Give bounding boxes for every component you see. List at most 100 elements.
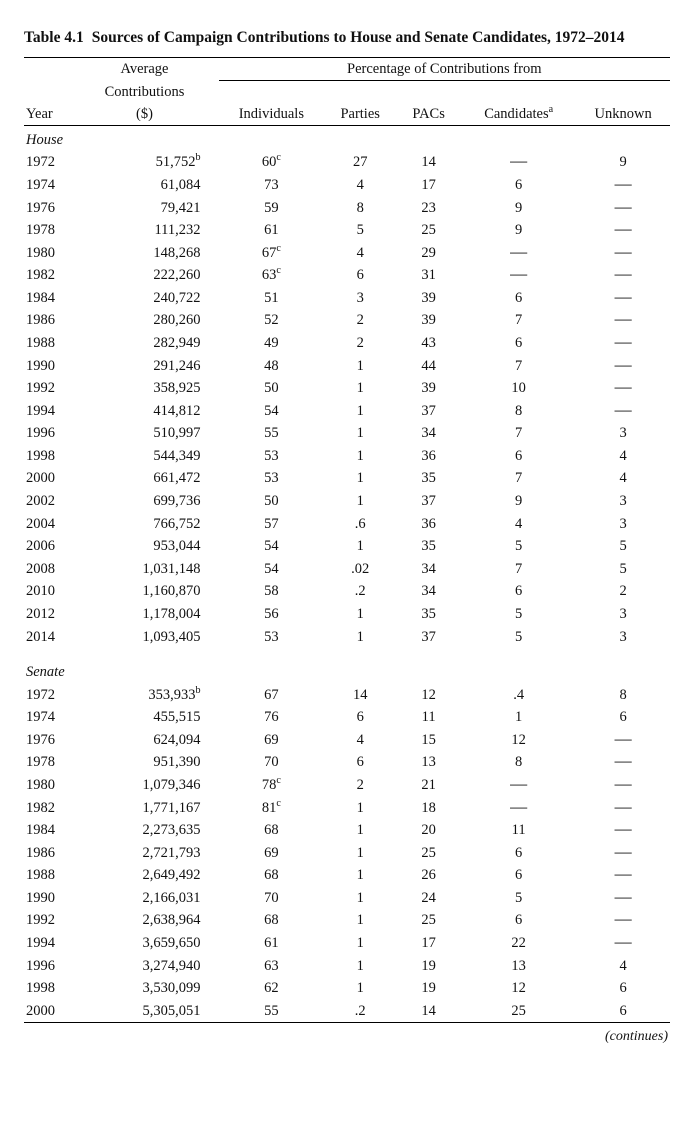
cell-pacs: 34 (396, 580, 461, 603)
cell-pacs: 37 (396, 490, 461, 513)
contributions-table: Average Percentage of Contributions from… (24, 57, 670, 1023)
cell-unknown: — (576, 377, 670, 400)
cell-pacs: 20 (396, 819, 461, 842)
cell-parties: 6 (324, 264, 396, 287)
cell-individuals: 55 (219, 422, 325, 445)
cell-parties: .2 (324, 1000, 396, 1023)
cell-individuals: 69 (219, 729, 325, 752)
cell-pacs: 17 (396, 174, 461, 197)
cell-candidates: 6 (461, 909, 576, 932)
cell-year: 1992 (24, 909, 86, 932)
cell-parties: 1 (324, 535, 396, 558)
cell-year: 1974 (24, 174, 86, 197)
cell-parties: 8 (324, 197, 396, 220)
cell-parties: 1 (324, 355, 396, 378)
cell-pacs: 23 (396, 197, 461, 220)
table-row: 19882,649,492681266— (24, 864, 670, 887)
cell-candidates: — (461, 264, 576, 287)
cell-candidates: .4 (461, 684, 576, 707)
table-row: 197461,084734176— (24, 174, 670, 197)
cell-individuals: 51 (219, 287, 325, 310)
cell-year: 1986 (24, 842, 86, 865)
cell-year: 2014 (24, 626, 86, 649)
hdr-parties: Parties (324, 103, 396, 126)
cell-avg: 544,349 (86, 445, 218, 468)
cell-pacs: 25 (396, 219, 461, 242)
cell-parties: 1 (324, 842, 396, 865)
cell-avg: 3,530,099 (86, 977, 218, 1000)
cell-avg: 148,268 (86, 242, 218, 265)
table-row: 19801,079,34678c221—— (24, 774, 670, 797)
hdr-pacs: PACs (396, 103, 461, 126)
table-row: 1986280,260522397— (24, 309, 670, 332)
cell-individuals: 70 (219, 887, 325, 910)
cell-unknown: — (576, 932, 670, 955)
table-row: 2006953,0445413555 (24, 535, 670, 558)
cell-unknown: 4 (576, 445, 670, 468)
cell-pacs: 36 (396, 445, 461, 468)
cell-unknown: 3 (576, 603, 670, 626)
cell-parties: 3 (324, 287, 396, 310)
cell-candidates: 11 (461, 819, 576, 842)
cell-year: 1986 (24, 309, 86, 332)
cell-pacs: 39 (396, 377, 461, 400)
cell-individuals: 53 (219, 445, 325, 468)
table-row: 20101,160,87058.23462 (24, 580, 670, 603)
cell-year: 1978 (24, 751, 86, 774)
cell-candidates: — (461, 797, 576, 820)
cell-candidates: — (461, 774, 576, 797)
cell-avg: 1,178,004 (86, 603, 218, 626)
cell-pacs: 13 (396, 751, 461, 774)
cell-individuals: 68 (219, 864, 325, 887)
cell-parties: 1 (324, 932, 396, 955)
cell-pacs: 37 (396, 400, 461, 423)
cell-year: 1996 (24, 955, 86, 978)
cell-parties: 1 (324, 864, 396, 887)
cell-candidates: 4 (461, 513, 576, 536)
cell-pacs: 21 (396, 774, 461, 797)
table-row: 2004766,75257.63643 (24, 513, 670, 536)
table-number: Table 4.1 (24, 28, 92, 49)
cell-unknown: — (576, 400, 670, 423)
cell-year: 1980 (24, 242, 86, 265)
table-row: 1976624,0946941512— (24, 729, 670, 752)
cell-candidates: 6 (461, 287, 576, 310)
cell-pacs: 44 (396, 355, 461, 378)
table-row: 20141,093,4055313753 (24, 626, 670, 649)
cell-pacs: 26 (396, 864, 461, 887)
cell-parties: 1 (324, 797, 396, 820)
cell-pacs: 14 (396, 1000, 461, 1023)
table-row: 19821,771,16781c118—— (24, 797, 670, 820)
cell-candidates: 8 (461, 400, 576, 423)
cell-avg: 5,305,051 (86, 1000, 218, 1023)
cell-parties: 1 (324, 887, 396, 910)
cell-parties: 4 (324, 174, 396, 197)
cell-individuals: 50 (219, 377, 325, 400)
cell-individuals: 81c (219, 797, 325, 820)
cell-individuals: 69 (219, 842, 325, 865)
cell-individuals: 68 (219, 909, 325, 932)
cell-unknown: 5 (576, 558, 670, 581)
cell-individuals: 56 (219, 603, 325, 626)
cell-parties: 14 (324, 684, 396, 707)
cell-unknown: 2 (576, 580, 670, 603)
cell-candidates: 5 (461, 626, 576, 649)
cell-year: 1988 (24, 864, 86, 887)
cell-candidates: 1 (461, 706, 576, 729)
cell-parties: 1 (324, 977, 396, 1000)
cell-candidates: 7 (461, 558, 576, 581)
cell-avg: 1,093,405 (86, 626, 218, 649)
cell-individuals: 62 (219, 977, 325, 1000)
table-title: Table 4.1 Sources of Campaign Contributi… (24, 28, 670, 49)
cell-year: 1978 (24, 219, 86, 242)
cell-candidates: 7 (461, 422, 576, 445)
cell-individuals: 57 (219, 513, 325, 536)
cell-parties: 2 (324, 309, 396, 332)
cell-pacs: 24 (396, 887, 461, 910)
cell-parties: .02 (324, 558, 396, 581)
cell-year: 2010 (24, 580, 86, 603)
cell-unknown: — (576, 751, 670, 774)
cell-pacs: 19 (396, 955, 461, 978)
cell-unknown: — (576, 219, 670, 242)
cell-candidates: 12 (461, 729, 576, 752)
